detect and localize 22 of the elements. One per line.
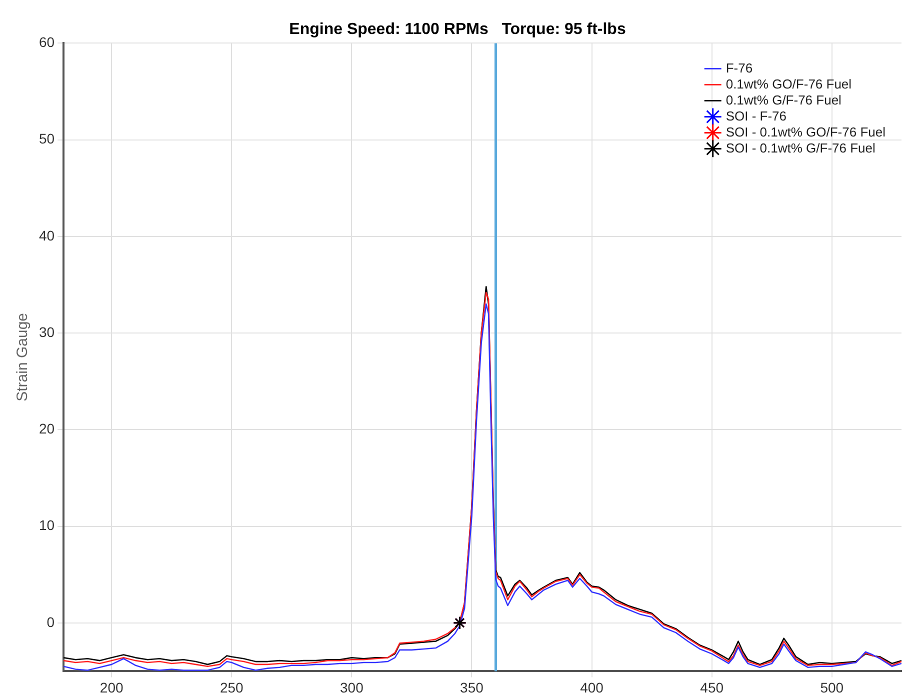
legend-label: SOI - 0.1wt% GO/F-76 Fuel bbox=[726, 124, 886, 140]
legend-label: SOI - F-76 bbox=[726, 108, 787, 124]
x-tick-label: 200 bbox=[100, 679, 124, 696]
x-tick-label: 250 bbox=[220, 679, 244, 696]
y-tick-label: 10 bbox=[38, 517, 55, 534]
legend-label: SOI - 0.1wt% G/F-76 Fuel bbox=[726, 140, 876, 156]
x-tick-label: 350 bbox=[460, 679, 484, 696]
y-tick-label: 30 bbox=[38, 324, 55, 340]
legend-label: 0.1wt% G/F-76 Fuel bbox=[726, 92, 842, 108]
x-tick-label: 300 bbox=[340, 679, 364, 696]
x-tick-label: 500 bbox=[820, 679, 844, 696]
chart-title: Engine Speed: 1100 RPMs Torque: 95 ft-lbs bbox=[289, 21, 626, 38]
y-tick-label: 60 bbox=[38, 34, 55, 50]
legend-label: 0.1wt% GO/F-76 Fuel bbox=[726, 76, 852, 92]
y-tick-label: 50 bbox=[38, 130, 55, 147]
x-tick-label: 400 bbox=[580, 679, 604, 696]
y-axis-title: Strain Gauge bbox=[14, 313, 32, 402]
y-tick-label: 0 bbox=[46, 614, 55, 630]
legend-label: F-76 bbox=[726, 60, 753, 76]
y-tick-label: 40 bbox=[38, 227, 55, 244]
x-tick-label: 450 bbox=[700, 679, 724, 696]
y-tick-label: 20 bbox=[38, 420, 55, 437]
